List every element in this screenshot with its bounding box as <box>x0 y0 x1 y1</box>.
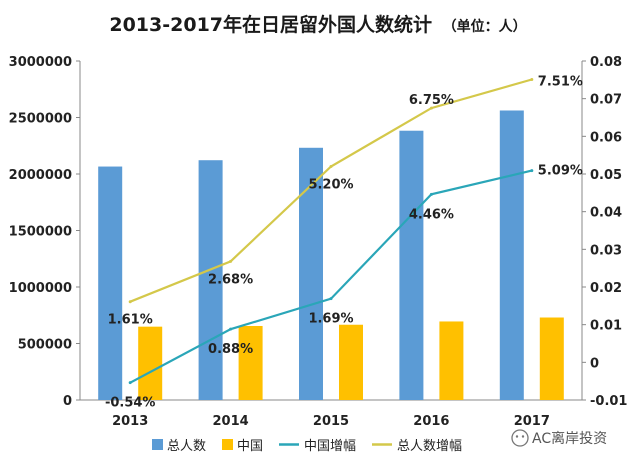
line-point <box>429 192 433 196</box>
bar-total <box>198 160 223 400</box>
x-tick-label: 2016 <box>413 414 449 429</box>
y-left-tick-label: 1000000 <box>9 281 72 296</box>
data-label: 1.69% <box>308 312 353 327</box>
x-tick-label: 2017 <box>514 414 550 429</box>
y-right-tick-label: 0 <box>590 356 599 371</box>
y-right-tick-label: 0.05 <box>590 168 622 183</box>
bar-china <box>138 326 163 400</box>
y-left-tick-label: 2000000 <box>9 168 72 183</box>
data-label: 1.61% <box>108 313 153 328</box>
line-point <box>429 106 433 110</box>
line-point <box>128 300 132 304</box>
bar-total <box>399 130 424 400</box>
chart-title-main: 2013-2017年在日居留外国人数统计 <box>109 13 432 36</box>
bar-total <box>98 166 123 400</box>
wechat-icon <box>511 429 529 447</box>
line-point <box>229 259 233 263</box>
legend-label: 中国 <box>237 439 263 454</box>
y-right-tick-label: 0.03 <box>590 243 622 258</box>
legend-label: 中国增幅 <box>304 439 356 454</box>
y-right-tick-label: 0.01 <box>590 319 622 334</box>
y-left-tick-label: 3000000 <box>9 55 72 70</box>
y-right-tick-label: 0.07 <box>590 93 622 108</box>
bar-china <box>439 321 464 400</box>
source-watermark: AC离岸投资 <box>511 429 607 447</box>
bar-china <box>339 324 363 400</box>
bar-china <box>539 317 564 400</box>
y-left-tick-label: 1500000 <box>9 225 72 240</box>
watermark-text: AC离岸投资 <box>532 430 607 447</box>
legend-label: 总人数 <box>167 439 206 454</box>
line-point <box>530 169 534 173</box>
y-right-tick-label: 0.04 <box>590 206 622 221</box>
bar-china <box>238 325 263 400</box>
data-label: 6.75% <box>409 93 454 108</box>
data-label: 5.20% <box>308 177 353 192</box>
y-right-tick-label: 0.02 <box>590 281 622 296</box>
x-tick-label: 2013 <box>112 414 148 429</box>
bar-total <box>299 147 323 400</box>
data-label: -0.54% <box>105 396 156 411</box>
legend-swatch <box>222 439 233 450</box>
line-point <box>229 327 233 331</box>
chart-title-unit: （单位：人） <box>443 18 527 35</box>
data-label: 2.68% <box>208 272 253 287</box>
x-tick-label: 2015 <box>313 414 349 429</box>
legend-swatch <box>152 439 163 450</box>
bar-total <box>499 110 524 400</box>
legend-label: 总人数增幅 <box>397 439 462 454</box>
line-point <box>329 164 333 168</box>
y-right-tick-label: -0.01 <box>590 394 627 409</box>
data-label: 5.09% <box>538 164 583 179</box>
y-left-tick-label: 500000 <box>18 338 72 353</box>
plot-area: 0 500000 1000000 1500000 2000000 2500000 30000… <box>9 55 628 429</box>
y-right-tick-label: 0.06 <box>590 130 622 145</box>
data-label: 0.88% <box>208 342 253 357</box>
y-left-tick-label: 0 <box>63 394 72 409</box>
y-right-tick-label: 0.08 <box>590 55 622 70</box>
chart-title: 2013-2017年在日居留外国人数统计 （单位：人） <box>109 13 526 36</box>
wechat-icon-eye <box>515 435 519 438</box>
x-tick-label: 2014 <box>213 414 249 429</box>
legend: 总人数 中国 中国增幅 总人数增幅 <box>152 439 462 454</box>
wechat-icon-eye <box>521 435 525 438</box>
line-point <box>329 297 333 301</box>
line-point <box>530 77 534 81</box>
y-left-tick-label: 2500000 <box>9 112 72 127</box>
line-point <box>128 381 132 385</box>
data-label: 7.51% <box>538 74 583 89</box>
data-label: 4.46% <box>409 207 454 222</box>
